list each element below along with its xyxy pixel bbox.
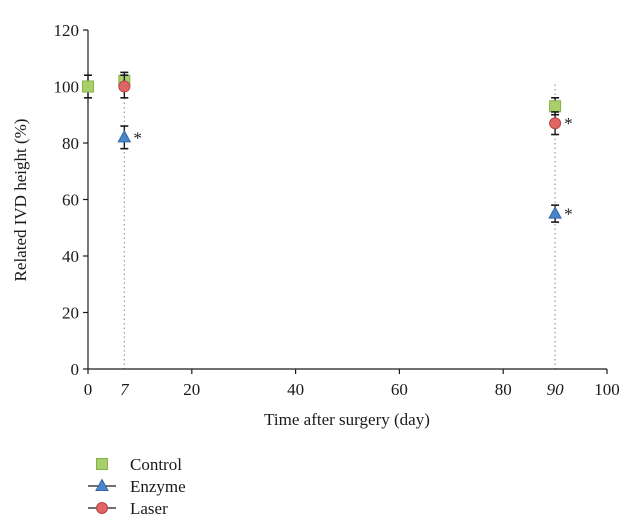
laser-point: [549, 117, 562, 130]
y-tick-label: 120: [54, 21, 80, 40]
x-tick-label: 80: [495, 380, 512, 399]
legend-marker-control: [96, 458, 108, 470]
x-tick-label: 40: [287, 380, 304, 399]
series-control: [82, 71, 562, 116]
series-laser: *: [118, 74, 573, 136]
y-tick-label: 20: [62, 304, 79, 323]
series-enzyme: **: [117, 125, 573, 224]
y-tick-label: 60: [62, 191, 79, 210]
legend-item-laser: Laser: [88, 499, 168, 518]
y-axis-title: Related IVD height (%): [11, 119, 30, 282]
control-point: [82, 80, 94, 93]
x-tick-label-day: 90: [547, 380, 565, 399]
x-ticks: 0 20 40 60 80 100 7 90: [84, 369, 620, 399]
x-tick-label: 20: [183, 380, 200, 399]
enzyme-point: [117, 129, 132, 143]
enzyme-point: [548, 206, 562, 219]
y-tick-label: 40: [62, 247, 79, 266]
legend-label: Control: [130, 455, 182, 474]
x-axis-title: Time after surgery (day): [264, 410, 430, 429]
legend-label: Enzyme: [130, 477, 186, 496]
significance-label: *: [133, 128, 142, 147]
legend: Control Enzyme Laser: [88, 455, 186, 518]
x-tick-label: 0: [84, 380, 93, 399]
data-marks: ***: [82, 71, 573, 224]
x-tick-label-day: 7: [120, 380, 130, 399]
x-tick-label: 60: [391, 380, 408, 399]
axes: [87, 30, 607, 370]
y-tick-label: 80: [62, 134, 79, 153]
y-tick-label: 0: [71, 360, 80, 379]
legend-label: Laser: [130, 499, 168, 518]
reference-lines: [123, 84, 556, 369]
legend-marker-laser: [96, 502, 108, 514]
control-point: [549, 100, 562, 113]
y-ticks: 0 20 40 60 80 100 120: [54, 21, 88, 379]
legend-item-enzyme: Enzyme: [88, 477, 186, 496]
significance-label: *: [564, 114, 573, 133]
laser-point: [118, 80, 131, 93]
significance-label: *: [564, 205, 573, 224]
y-tick-label: 100: [54, 78, 80, 97]
x-tick-label: 100: [594, 380, 620, 399]
legend-marker-enzyme: [95, 478, 109, 491]
legend-item-control: Control: [96, 455, 182, 474]
